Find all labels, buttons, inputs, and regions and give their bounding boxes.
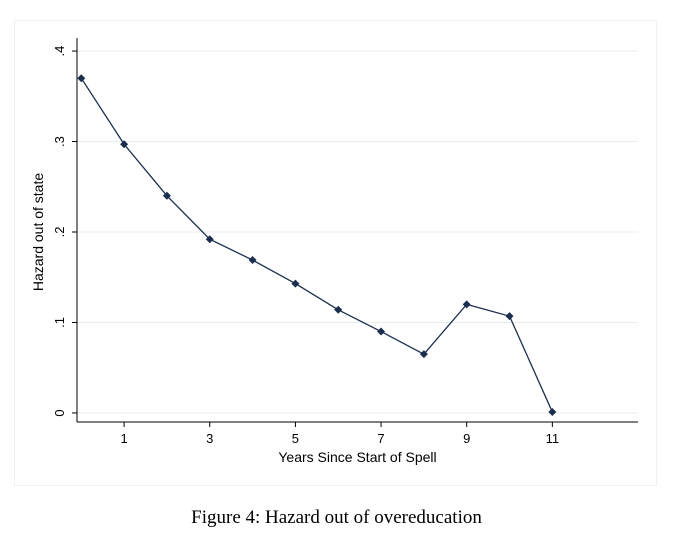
data-point-5 [291, 279, 300, 288]
data-point-11 [548, 408, 557, 417]
y-tick-label-1: .1 [52, 317, 67, 328]
data-point-6 [334, 305, 343, 314]
data-point-1 [120, 140, 129, 149]
y-axis-title: Hazard out of state [30, 173, 46, 292]
y-tick-label-4: .4 [52, 46, 67, 57]
data-point-8 [419, 350, 428, 359]
y-tick-label-0: 0 [52, 409, 67, 416]
data-point-10 [505, 312, 514, 321]
x-tick-label-3: 7 [377, 431, 384, 446]
data-point-9 [462, 300, 471, 309]
x-tick-label-1: 3 [206, 431, 213, 446]
data-point-4 [248, 256, 257, 265]
y-tick-label-2: .2 [52, 227, 67, 238]
series-layer [77, 74, 557, 417]
grid-layer [77, 50, 638, 414]
axes-layer: 0 .1 .2 .3 .4 1 3 5 7 9 11 [52, 38, 638, 446]
y-tick-label-3: .3 [52, 136, 67, 147]
data-point-0 [77, 74, 86, 83]
x-tick-label-0: 1 [120, 431, 127, 446]
figure-frame [14, 20, 657, 486]
data-point-3 [205, 235, 214, 244]
x-tick-label-2: 5 [292, 431, 299, 446]
data-point-7 [377, 327, 386, 336]
data-point-2 [162, 191, 171, 200]
x-tick-label-4: 9 [463, 431, 470, 446]
figure-caption: Figure 4: Hazard out of overeducation [191, 507, 482, 528]
x-axis-title: Years Since Start of Spell [278, 449, 436, 465]
x-tick-label-5: 11 [546, 431, 560, 446]
series-line-0 [80, 77, 553, 413]
